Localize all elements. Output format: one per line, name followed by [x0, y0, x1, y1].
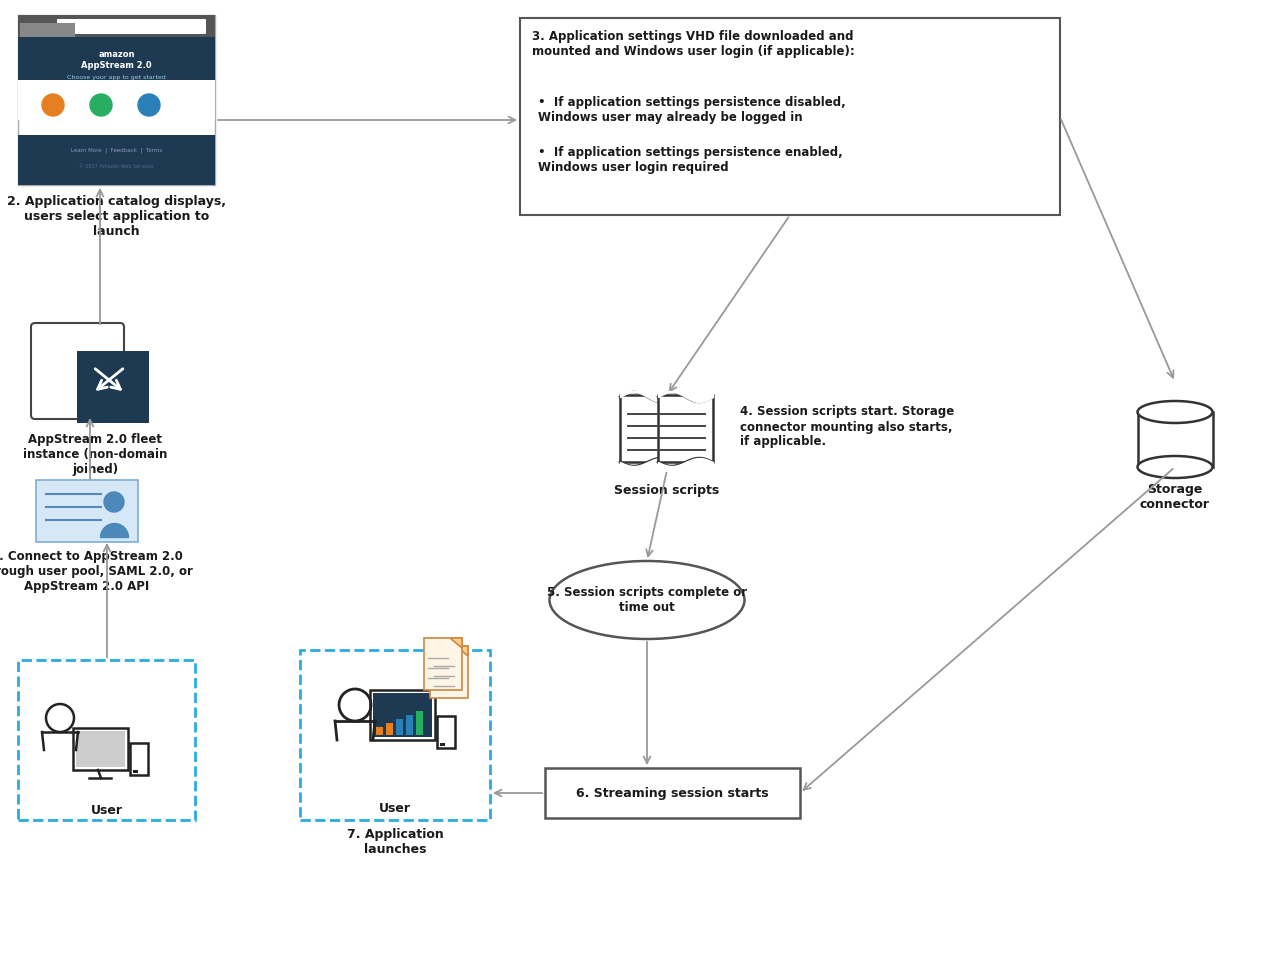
FancyBboxPatch shape — [620, 395, 675, 462]
FancyBboxPatch shape — [376, 727, 383, 735]
FancyBboxPatch shape — [31, 323, 124, 419]
FancyBboxPatch shape — [18, 80, 215, 120]
FancyBboxPatch shape — [18, 37, 215, 80]
Text: 4. Session scripts start. Storage
connector mounting also starts,
if applicable.: 4. Session scripts start. Storage connec… — [740, 405, 955, 448]
FancyBboxPatch shape — [76, 731, 125, 767]
Ellipse shape — [1138, 401, 1212, 423]
Text: 1. Connect to AppStream 2.0
through user pool, SAML 2.0, or
AppStream 2.0 API: 1. Connect to AppStream 2.0 through user… — [0, 550, 193, 593]
Circle shape — [90, 94, 113, 116]
Text: User: User — [379, 802, 411, 815]
FancyBboxPatch shape — [20, 23, 76, 37]
FancyBboxPatch shape — [73, 728, 128, 770]
Polygon shape — [451, 638, 462, 648]
FancyBboxPatch shape — [424, 638, 462, 690]
FancyBboxPatch shape — [300, 650, 490, 820]
Text: 7. Application
launches: 7. Application launches — [347, 828, 443, 856]
Text: Choose your app to get started: Choose your app to get started — [67, 76, 166, 81]
Text: •  If application settings persistence disabled,
Windows user may already be log: • If application settings persistence di… — [538, 96, 846, 124]
Text: © 2017 Amazon Web Services: © 2017 Amazon Web Services — [79, 164, 154, 169]
FancyBboxPatch shape — [18, 660, 195, 820]
FancyBboxPatch shape — [440, 743, 445, 746]
FancyBboxPatch shape — [372, 693, 433, 737]
Text: 3. Application settings VHD file downloaded and
mounted and Windows user login (: 3. Application settings VHD file downloa… — [532, 30, 855, 58]
Text: 6. Streaming session starts: 6. Streaming session starts — [576, 786, 769, 800]
FancyBboxPatch shape — [545, 768, 800, 818]
FancyBboxPatch shape — [1138, 412, 1212, 467]
FancyBboxPatch shape — [58, 19, 206, 34]
Text: amazon
AppStream 2.0: amazon AppStream 2.0 — [81, 51, 152, 70]
Text: AppStream 2.0 fleet
instance (non-domain
joined): AppStream 2.0 fleet instance (non-domain… — [23, 433, 168, 476]
FancyBboxPatch shape — [131, 743, 148, 775]
Text: Session scripts: Session scripts — [614, 484, 719, 497]
FancyBboxPatch shape — [18, 135, 215, 185]
FancyBboxPatch shape — [387, 723, 393, 735]
Text: Storage
connector: Storage connector — [1140, 483, 1210, 511]
Circle shape — [138, 94, 160, 116]
Text: User: User — [91, 804, 123, 816]
Text: •  If application settings persistence enabled,
Windows user login required: • If application settings persistence en… — [538, 146, 842, 174]
FancyBboxPatch shape — [658, 395, 713, 462]
Circle shape — [42, 94, 64, 116]
Polygon shape — [456, 646, 468, 656]
Text: 5. Session scripts complete or
time out: 5. Session scripts complete or time out — [547, 586, 748, 614]
FancyBboxPatch shape — [370, 690, 435, 740]
Ellipse shape — [1138, 456, 1212, 478]
Ellipse shape — [549, 561, 745, 639]
FancyBboxPatch shape — [77, 351, 148, 423]
FancyBboxPatch shape — [133, 770, 138, 773]
FancyBboxPatch shape — [396, 719, 403, 735]
FancyBboxPatch shape — [430, 646, 468, 698]
Circle shape — [104, 492, 124, 512]
FancyBboxPatch shape — [18, 15, 215, 185]
Circle shape — [104, 492, 124, 512]
FancyBboxPatch shape — [436, 716, 454, 748]
Text: 2. Application catalog displays,
users select application to
launch: 2. Application catalog displays, users s… — [6, 195, 227, 238]
FancyBboxPatch shape — [18, 15, 215, 37]
FancyBboxPatch shape — [520, 18, 1060, 215]
Text: Learn More  |  Feedback  |  Terms: Learn More | Feedback | Terms — [70, 147, 163, 153]
FancyBboxPatch shape — [406, 715, 413, 735]
FancyBboxPatch shape — [36, 480, 138, 542]
FancyBboxPatch shape — [416, 711, 422, 735]
